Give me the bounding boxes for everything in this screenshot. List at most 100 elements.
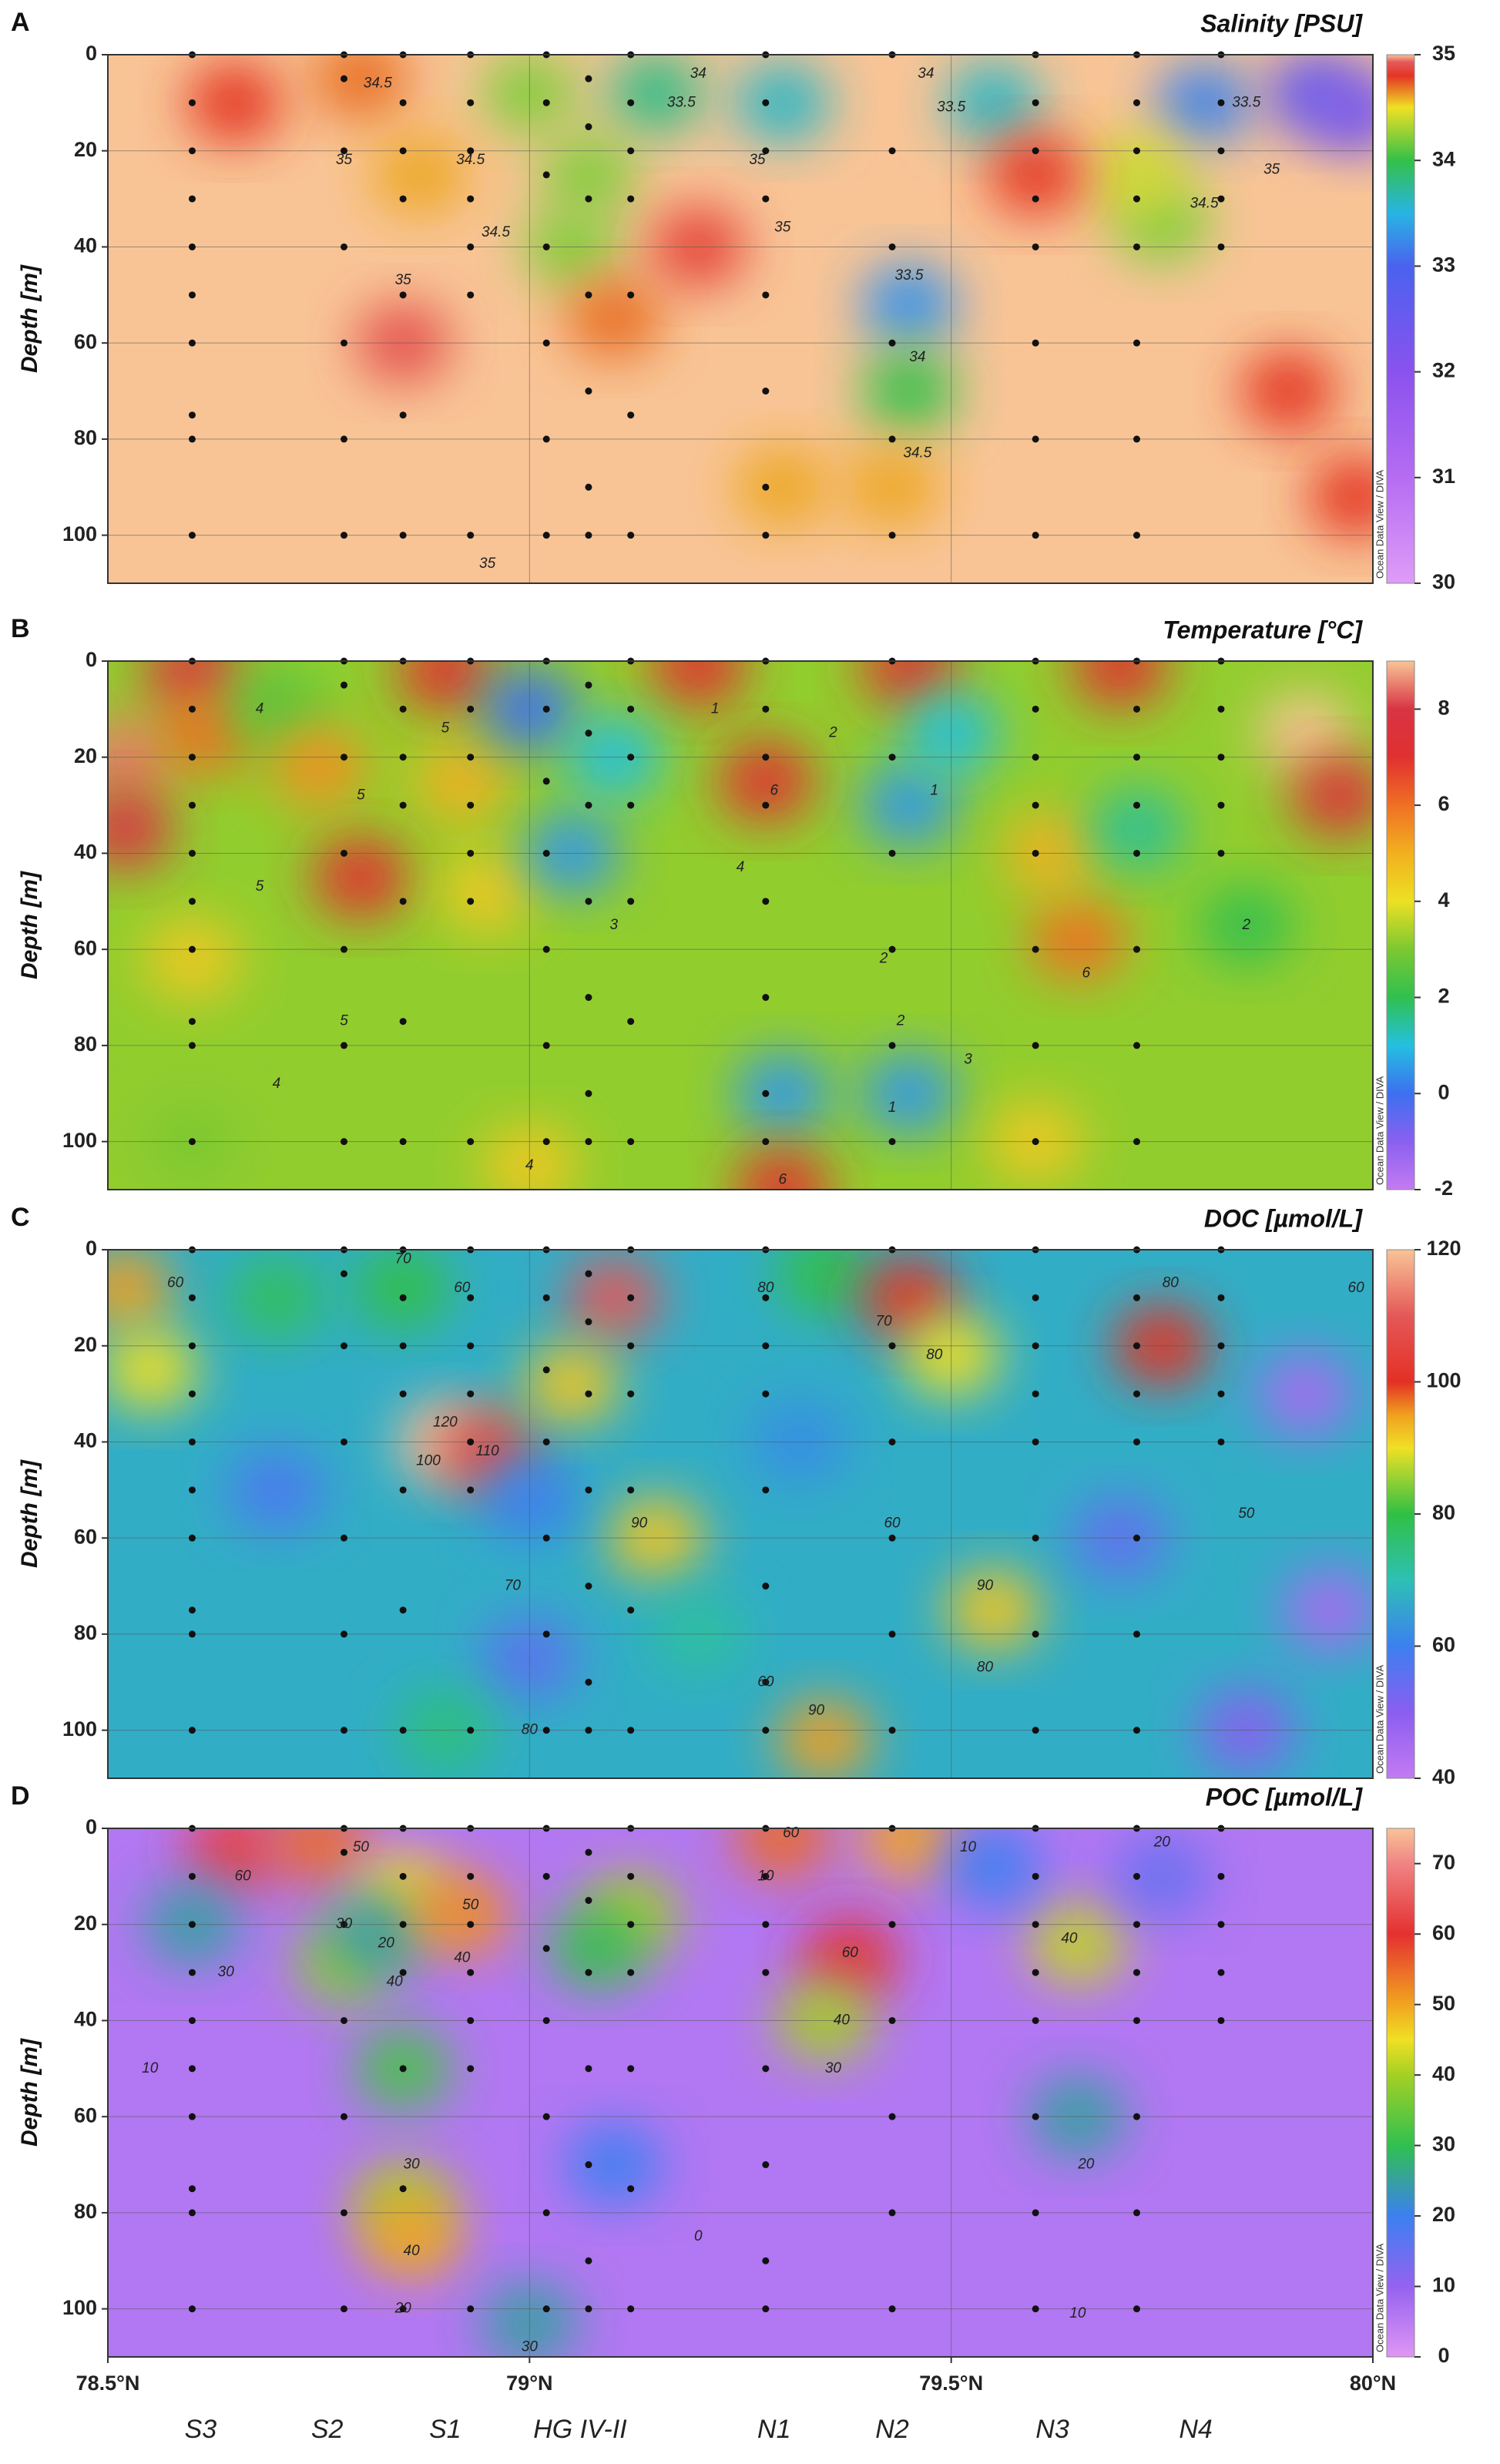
sample-point — [188, 754, 196, 761]
sample-point — [467, 1390, 475, 1398]
field-patch — [228, 1257, 324, 1338]
plot-frame — [107, 660, 1374, 1190]
contour-label: 34.5 — [482, 224, 510, 240]
field-patch — [1291, 755, 1373, 836]
field — [108, 1828, 1373, 2357]
sample-point — [627, 1486, 635, 1494]
sample-point — [762, 994, 770, 1002]
field — [108, 55, 1373, 583]
sample-point — [1133, 1138, 1140, 1146]
sample-point — [1032, 705, 1039, 713]
station-label: N1 — [757, 2415, 790, 2444]
field-patch — [734, 1150, 831, 1190]
sample-point — [1133, 1438, 1140, 1445]
field-patch — [186, 1828, 283, 1888]
sample-point — [1133, 435, 1140, 443]
contour-label: 1 — [888, 1099, 897, 1116]
sample-point — [627, 2305, 635, 2313]
colorbar-tick-label: 70 — [1432, 1851, 1455, 1874]
sample-point — [341, 2016, 348, 2024]
sample-point — [399, 99, 407, 106]
sample-point — [1133, 243, 1140, 250]
sample-point — [627, 2065, 635, 2073]
field-patch — [108, 1250, 173, 1328]
sample-point — [888, 1042, 896, 1049]
station-label: N4 — [1179, 2415, 1212, 2444]
station-label: S3 — [185, 2415, 217, 2444]
contour-label: 120 — [433, 1415, 458, 1431]
sample-point — [1217, 705, 1225, 713]
sample-point — [542, 99, 550, 106]
panel-letter: A — [11, 8, 30, 37]
field-patch — [1029, 899, 1126, 980]
field-patch — [988, 134, 1084, 215]
sample-point — [762, 1678, 770, 1686]
sample-point — [627, 1390, 635, 1398]
field-patch — [945, 1828, 1042, 1907]
sample-point — [542, 1945, 550, 1952]
contour-label: 80 — [757, 1280, 774, 1296]
y-tick-label: 20 — [74, 744, 97, 767]
sample-point — [542, 339, 550, 347]
sample-point — [188, 1630, 196, 1638]
sample-point — [1133, 1872, 1140, 1880]
field-patch — [1283, 1569, 1373, 1650]
sample-point — [1133, 2209, 1140, 2217]
y-tick-label: 100 — [62, 1717, 97, 1741]
sample-point — [188, 801, 196, 809]
sample-point — [585, 1089, 592, 1097]
y-tick-label: 80 — [74, 1032, 97, 1056]
sample-point — [188, 705, 196, 713]
sample-point — [627, 1018, 635, 1026]
contour-label: 34.5 — [456, 152, 485, 168]
contour-label: 100 — [416, 1452, 441, 1469]
sample-point — [888, 754, 896, 761]
sample-point — [585, 1678, 592, 1686]
contour-label: 60 — [884, 1515, 901, 1531]
sample-point — [888, 1727, 896, 1734]
sample-point — [188, 532, 196, 539]
sample-point — [1032, 1921, 1039, 1929]
colorbar — [1386, 54, 1415, 584]
sample-point — [1133, 339, 1140, 347]
contour-label: 30 — [218, 1964, 235, 1980]
sample-point — [188, 1438, 196, 1445]
contour-label: 4 — [737, 859, 745, 875]
chart-title: Temperature [°C] — [1163, 616, 1363, 643]
sample-point — [341, 1534, 348, 1542]
sample-point — [1032, 2305, 1039, 2313]
contour-label: 80 — [1163, 1275, 1180, 1291]
sample-point — [627, 1138, 635, 1146]
colorbar — [1386, 1249, 1415, 1779]
watermark: Ocean Data View / DIVA — [1374, 470, 1385, 579]
sample-point — [399, 2185, 407, 2193]
sample-point — [762, 1089, 770, 1097]
sample-point — [341, 1042, 348, 1049]
contour-label: 35 — [1263, 162, 1280, 178]
field-patch — [1029, 1903, 1126, 1984]
field-patch — [734, 1828, 831, 1878]
sample-point — [627, 291, 635, 299]
contour-label: 10 — [757, 1868, 774, 1884]
y-axis-label: Depth [m] — [17, 1459, 42, 1568]
sample-point — [341, 1921, 348, 1929]
sample-point — [467, 1138, 475, 1146]
y-tick-label: 100 — [62, 1129, 97, 1152]
contour-label: 30 — [336, 1916, 353, 1932]
sample-point — [585, 123, 592, 131]
sample-point — [1032, 1872, 1039, 1880]
sample-point — [188, 2209, 196, 2217]
contour-label: 60 — [842, 1945, 859, 1961]
sample-point — [585, 1270, 592, 1277]
watermark: Ocean Data View / DIVA — [1374, 1076, 1385, 1185]
sample-point — [467, 1872, 475, 1880]
sample-point — [627, 411, 635, 419]
sample-point — [399, 1921, 407, 1929]
sample-point — [341, 849, 348, 857]
sample-point — [188, 898, 196, 905]
field-patch — [108, 789, 173, 870]
field-patch — [1308, 72, 1373, 153]
field-patch — [1257, 693, 1354, 774]
sample-point — [188, 2065, 196, 2073]
sample-point — [399, 1294, 407, 1301]
